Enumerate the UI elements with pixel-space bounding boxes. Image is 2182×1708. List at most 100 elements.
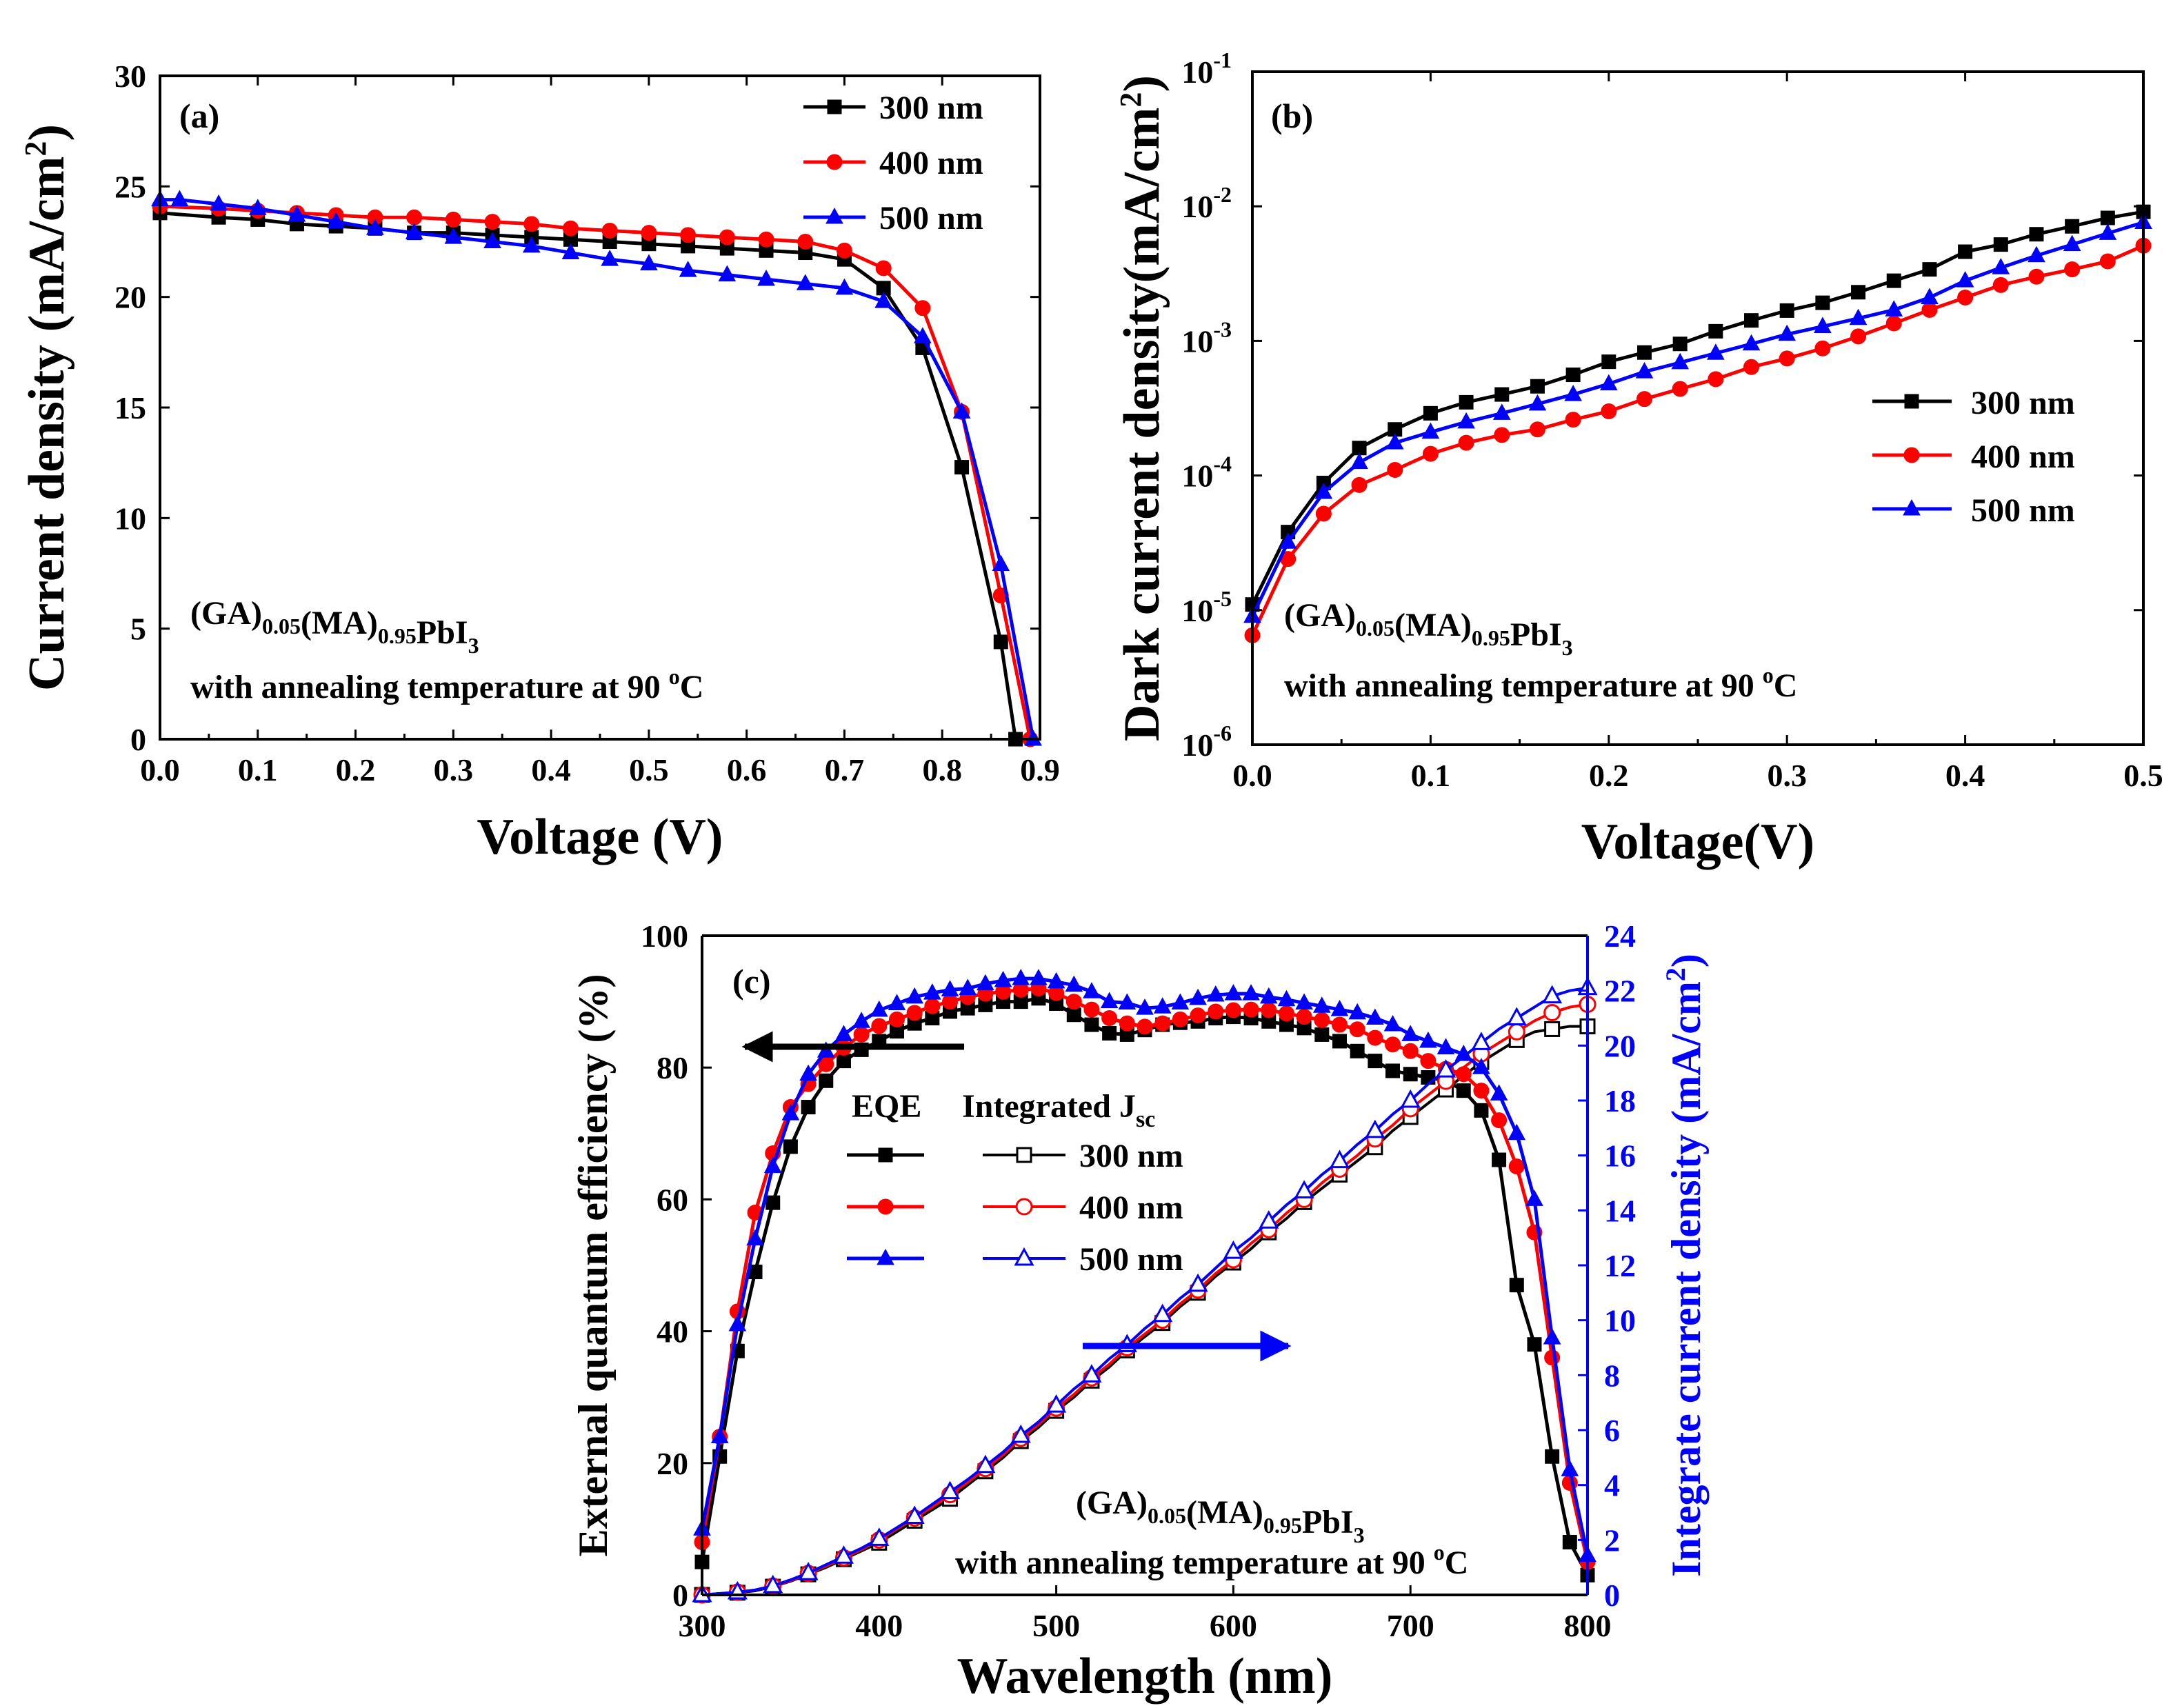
jsc-point xyxy=(939,1480,961,1500)
data-point xyxy=(1421,422,1440,439)
right-y-tick-label: 8 xyxy=(1604,1358,1620,1393)
x-tick-label: 0.3 xyxy=(1767,758,1807,793)
data-point xyxy=(1350,452,1368,470)
panel-a-frame xyxy=(159,74,1041,741)
jsc-point xyxy=(798,1562,819,1580)
data-point xyxy=(1851,285,1866,300)
eqe-point xyxy=(1278,1005,1294,1022)
panel-b-x-ticks: 0.0 0.1 0.2 0.3 0.4 0.5 xyxy=(1232,72,2163,793)
y-tick-label: 10-5 xyxy=(1181,586,1232,628)
eqe-point xyxy=(870,1000,888,1017)
data-point xyxy=(679,261,697,277)
data-point xyxy=(718,265,737,282)
eqe-point xyxy=(1084,1017,1099,1032)
right-y-tick-label: 12 xyxy=(1604,1248,1636,1283)
legend-marker xyxy=(827,99,842,114)
eqe-point xyxy=(1243,1001,1259,1018)
data-point xyxy=(1672,381,1688,397)
eqe-point xyxy=(1365,1008,1384,1025)
y-tick-label: 10-6 xyxy=(1181,721,1232,763)
legend-label: 300 nm xyxy=(879,90,983,126)
eqe-point xyxy=(1543,1328,1561,1345)
data-point xyxy=(1849,308,1868,325)
panel-a-y-label: Current density (mA/cm2) xyxy=(19,124,75,691)
data-point xyxy=(952,402,971,419)
data-point xyxy=(1385,433,1404,450)
eqe-point xyxy=(1083,982,1101,998)
eqe-point xyxy=(1368,1054,1383,1069)
data-point xyxy=(1599,374,1618,391)
jsc-point xyxy=(975,1454,996,1474)
eqe-point xyxy=(1136,998,1154,1015)
data-point xyxy=(562,220,579,237)
eqe-point xyxy=(819,1073,834,1088)
x-tick-label: 0.1 xyxy=(1411,758,1451,793)
jsc-point xyxy=(869,1527,890,1546)
data-point xyxy=(1314,482,1333,499)
eqe-point xyxy=(1190,1007,1206,1024)
eqe-point xyxy=(1403,1067,1418,1082)
data-point xyxy=(1814,340,1831,356)
eqe-point xyxy=(1172,1011,1188,1027)
data-point xyxy=(1886,273,1901,288)
panel-c-x-label: Wavelength (nm) xyxy=(957,1648,1333,1705)
data-point xyxy=(641,225,657,241)
data-point xyxy=(1565,368,1581,383)
eqe-point xyxy=(1525,1189,1543,1206)
right-y-tick-label: 14 xyxy=(1604,1193,1636,1228)
jsc-point xyxy=(1471,1032,1492,1050)
data-point xyxy=(1744,313,1759,328)
eqe-point xyxy=(1385,1036,1401,1053)
eqe-point xyxy=(1545,1449,1560,1464)
data-point xyxy=(1921,301,1938,318)
jsc-point xyxy=(1542,985,1563,1004)
data-point xyxy=(680,227,697,243)
right-y-tick-label: 4 xyxy=(1604,1468,1620,1503)
x-tick-label: 800 xyxy=(1564,1608,1612,1643)
y-tick-label: 15 xyxy=(114,390,146,425)
eqe-point xyxy=(1030,969,1048,985)
data-point xyxy=(1636,345,1652,360)
data-point xyxy=(757,269,775,286)
jsc-point xyxy=(1081,1364,1102,1383)
data-point xyxy=(405,223,423,240)
data-point xyxy=(2064,261,2081,278)
eqe-point xyxy=(1119,1015,1135,1032)
jsc-point xyxy=(1152,1303,1173,1323)
right-y-tick-label: 0 xyxy=(1604,1578,1620,1613)
data-point xyxy=(444,228,463,244)
data-point xyxy=(1315,505,1332,522)
data-point xyxy=(210,194,228,211)
data-point xyxy=(484,214,501,230)
panel-c-tag: (c) xyxy=(732,962,771,1001)
data-point xyxy=(835,278,854,295)
eqe-point xyxy=(923,983,941,1000)
y-tick-label: 0 xyxy=(672,1578,688,1613)
eqe-point xyxy=(1383,1015,1402,1032)
panel-a-x-ticks: 0.0 0.1 0.2 0.3 0.4 0.5 0.6 0.7 0.8 0.9 xyxy=(140,76,1060,787)
panel-b-x-label: Voltage(V) xyxy=(1581,814,1814,870)
eqe-point xyxy=(1562,1535,1577,1550)
eqe-point xyxy=(1367,1029,1383,1046)
eqe-point xyxy=(1420,1053,1437,1069)
eqe-point xyxy=(871,1018,888,1034)
eqe-point xyxy=(710,1427,729,1444)
eqe-point xyxy=(836,1054,851,1069)
data-point xyxy=(1459,394,1474,410)
data-point xyxy=(2028,245,2045,263)
data-point xyxy=(1564,385,1582,401)
data-point xyxy=(1529,421,1545,438)
jsc-point xyxy=(1294,1180,1314,1198)
eqe-point xyxy=(1492,1152,1507,1167)
eqe-point xyxy=(728,1314,747,1332)
eqe-point xyxy=(1402,1043,1419,1059)
data-point xyxy=(1458,434,1474,451)
data-point xyxy=(836,242,852,259)
y-tick-label: 10 xyxy=(114,501,146,536)
legend-marker xyxy=(1903,447,1920,463)
eqe-point xyxy=(746,1229,764,1246)
eqe-point xyxy=(1332,1034,1347,1049)
data-point xyxy=(1885,315,1902,332)
